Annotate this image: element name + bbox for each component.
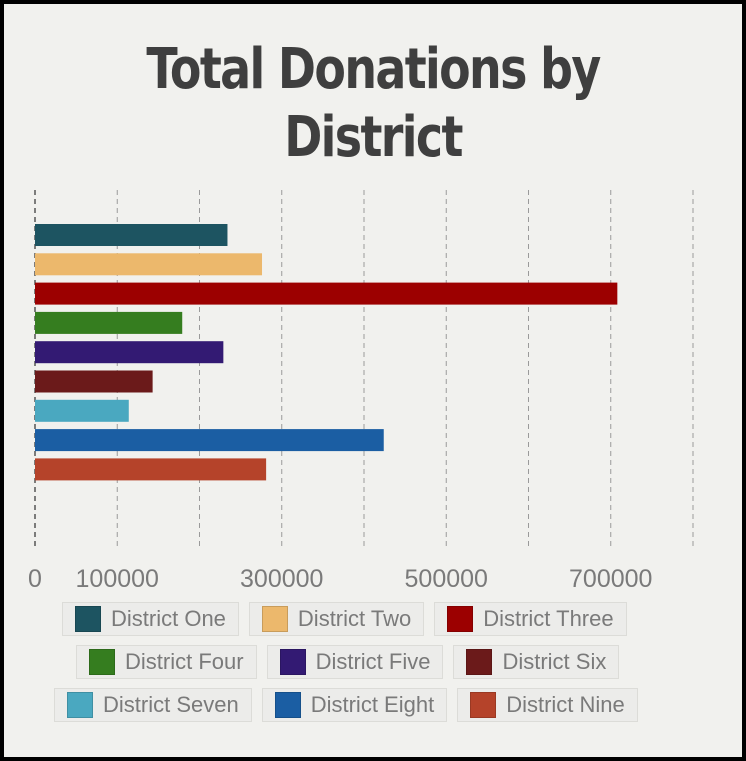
legend-item[interactable]: District Two [248, 602, 425, 636]
legend-swatch [261, 606, 288, 632]
bar: District Nine [35, 458, 267, 481]
legend-item[interactable]: District Nine [457, 688, 638, 722]
bar-chart: District One District Two District Three Di… [28, 190, 694, 593]
x-tick-label: 100000 [76, 565, 159, 593]
legend-swatch [67, 692, 93, 718]
x-tick-label: 300000 [240, 565, 323, 593]
legend-row-1: District One District Two District Three [62, 602, 627, 636]
legend-item[interactable]: District Eight [261, 688, 448, 722]
legend-label: District Seven [103, 692, 239, 717]
x-tick-label: 700000 [569, 565, 652, 593]
x-tick-label: 0 [28, 565, 42, 593]
legend-swatch [447, 606, 474, 632]
bar: District Six [35, 370, 153, 393]
legend-swatch [89, 649, 115, 675]
legend-label: District Four [125, 649, 244, 674]
bar: District Eight [35, 429, 384, 452]
legend-label: District Two [297, 606, 412, 631]
legend-row-3: District Seven District Eight District N… [54, 688, 638, 722]
bar: District Seven [35, 399, 129, 422]
legend-swatch [279, 649, 306, 675]
legend-item[interactable]: District Four [76, 645, 257, 679]
legend-label: District One [111, 606, 226, 631]
bar: District Five [35, 341, 224, 364]
legend-label: District Eight [310, 692, 435, 717]
legend-swatch [75, 606, 101, 632]
legend-item[interactable]: District Three [434, 602, 627, 636]
legend-swatch [466, 649, 493, 675]
legend-item[interactable]: District Six [453, 645, 620, 679]
legend-swatch [274, 692, 301, 718]
bar: District Two [35, 253, 263, 276]
chart-title: Total Donations by District [146, 37, 601, 170]
legend-label: District Six [502, 649, 607, 674]
legend-item[interactable]: District One [62, 602, 239, 636]
legend-label: District Three [483, 606, 614, 631]
legend-label: District Five [315, 649, 431, 674]
legend-item[interactable]: District Five [266, 645, 444, 679]
legend-label: District Nine [506, 692, 625, 717]
x-tick-label: 500000 [405, 565, 488, 593]
legend-swatch [470, 692, 497, 718]
bar: District Four [35, 311, 183, 334]
legend-item[interactable]: District Seven [54, 688, 252, 722]
bar: District Three [35, 282, 618, 305]
bar: District One [35, 224, 228, 246]
legend-row-2: District Four District Five District Six [76, 645, 620, 679]
chart-frame: Total Donations by District District One… [4, 4, 742, 757]
